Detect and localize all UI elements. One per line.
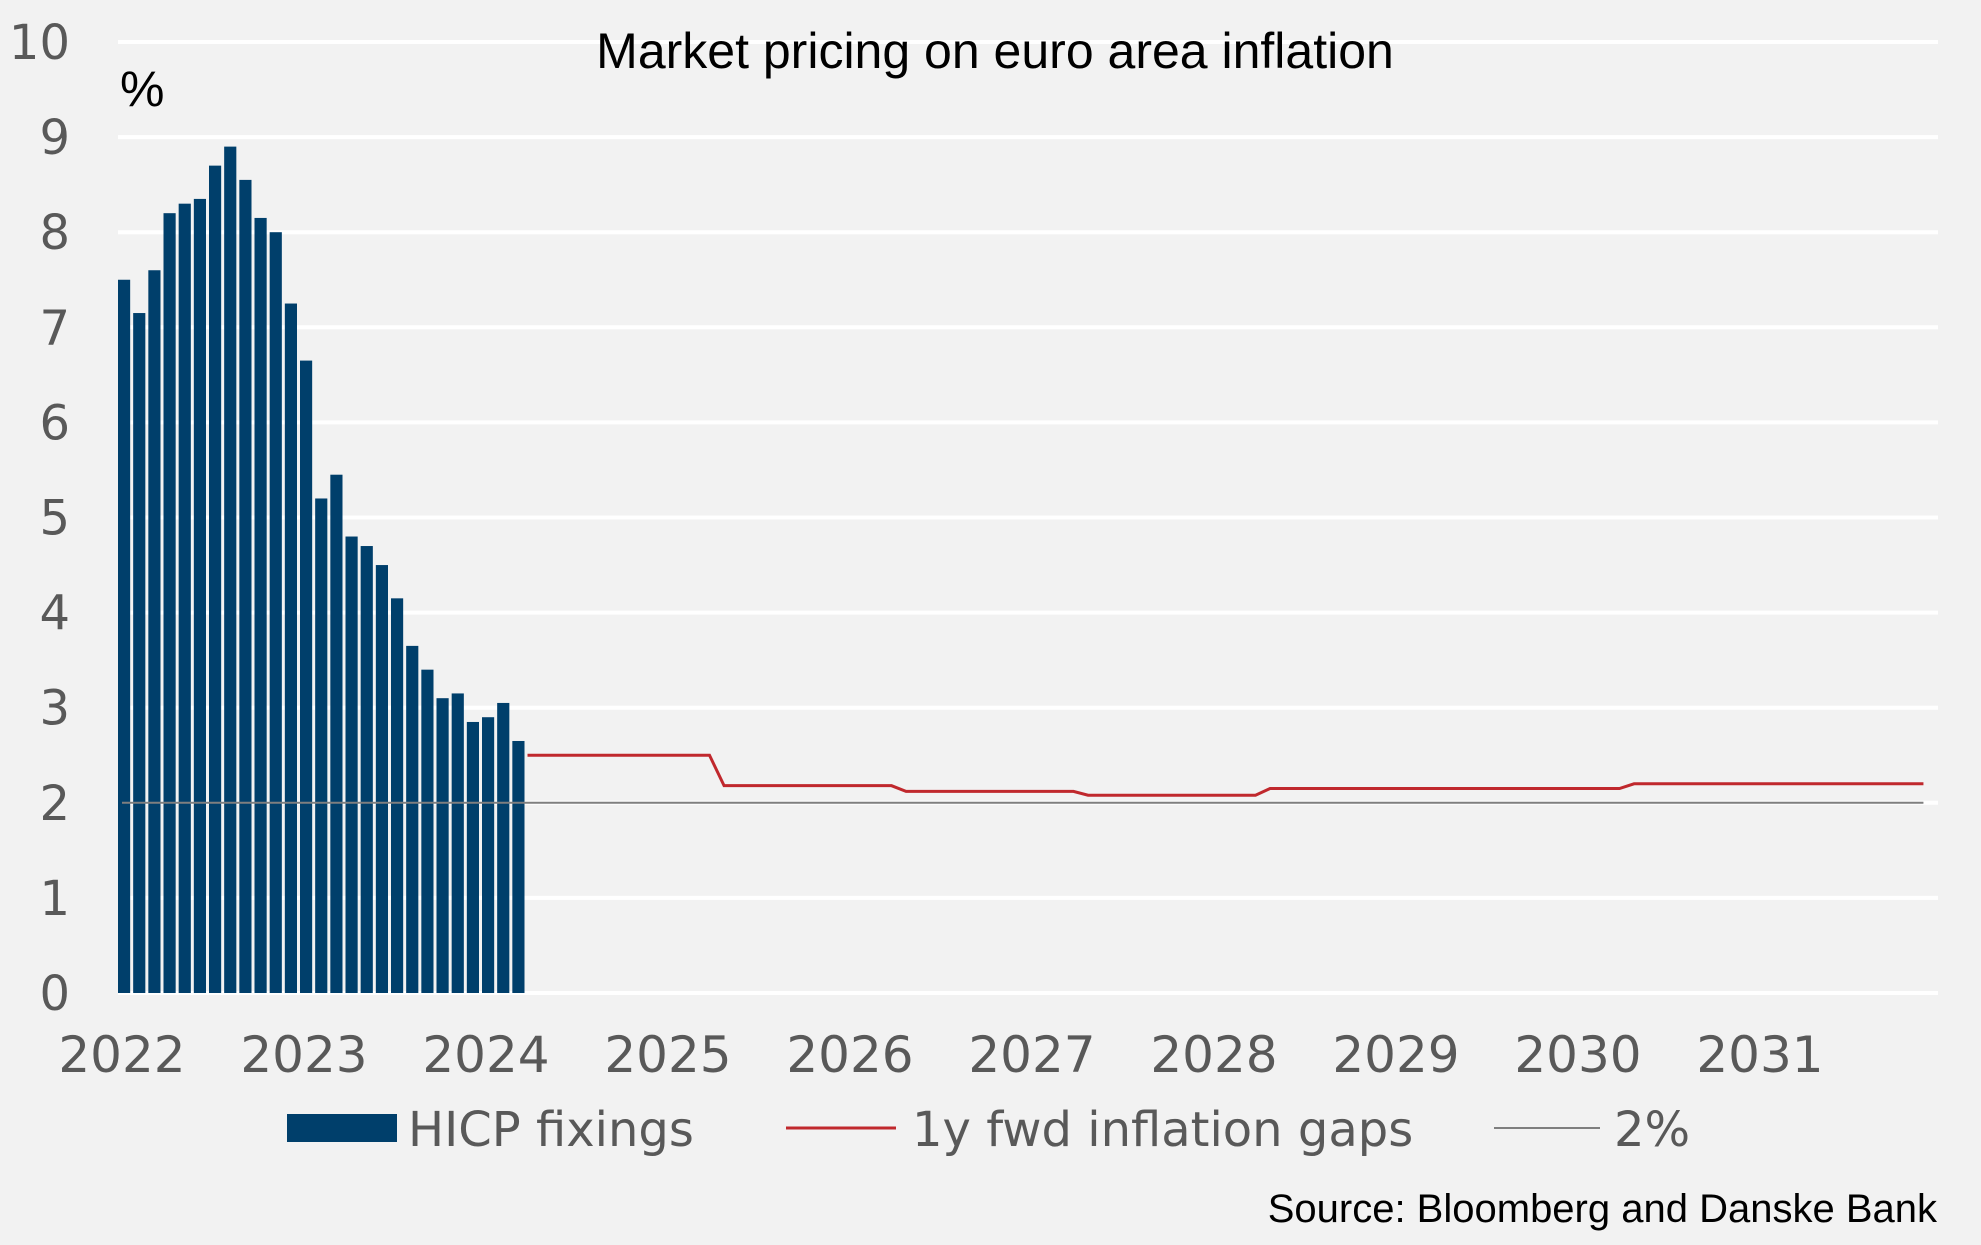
hicp-bar: [360, 546, 373, 993]
y-tick-label: 8: [39, 205, 70, 261]
hicp-bar: [148, 270, 161, 993]
hicp-bar: [421, 669, 434, 993]
hicp-bar: [118, 279, 131, 993]
hicp-bar: [512, 740, 525, 993]
y-tick-label: 4: [39, 586, 70, 642]
x-tick-label: 2025: [604, 1026, 731, 1084]
x-tick-label: 2023: [240, 1026, 367, 1084]
y-tick-label: 9: [39, 110, 70, 166]
hicp-bar: [239, 179, 252, 993]
hicp-bars: [118, 146, 525, 994]
hicp-bar: [284, 303, 297, 993]
hicp-bar: [269, 232, 282, 993]
hicp-bar: [406, 645, 419, 993]
x-tick-label: 2028: [1150, 1026, 1277, 1084]
hicp-bar: [436, 698, 449, 993]
source-note: Source: Bloomberg and Danske Bank: [1268, 1187, 1938, 1231]
y-tick-label: 6: [39, 395, 70, 451]
hicp-bar: [209, 165, 222, 993]
hicp-bar: [133, 313, 146, 993]
x-tick-label: 2030: [1514, 1026, 1641, 1084]
x-tick-label: 2027: [968, 1026, 1095, 1084]
hicp-bar: [482, 717, 495, 993]
hicp-bar: [193, 198, 206, 994]
hicp-bar: [497, 702, 510, 993]
legend-label-hicp: HICP fixings: [408, 1102, 694, 1158]
x-tick-label: 2029: [1332, 1026, 1459, 1084]
chart-title: Market pricing on euro area inflation: [596, 23, 1394, 79]
hicp-bar: [254, 217, 267, 993]
x-tick-label: 2026: [786, 1026, 913, 1084]
y-tick-label: 2: [39, 776, 70, 832]
y-axis-unit: %: [120, 61, 164, 117]
hicp-bar: [345, 536, 358, 993]
y-tick-label: 10: [9, 15, 70, 71]
legend-label-2pct: 2%: [1614, 1102, 1690, 1158]
hicp-bar: [315, 498, 328, 993]
x-tick-label: 2024: [422, 1026, 549, 1084]
y-tick-label: 7: [39, 300, 70, 356]
y-tick-label: 0: [39, 966, 70, 1022]
hicp-bar: [391, 598, 404, 993]
hicp-bar: [451, 693, 464, 993]
y-tick-label: 3: [39, 681, 70, 737]
hicp-bar: [375, 565, 388, 993]
legend: HICP fixings 1y fwd inflation gaps 2%: [287, 1102, 1690, 1158]
hicp-bar: [224, 146, 237, 994]
hicp-bar: [300, 360, 313, 994]
x-axis-ticks: 2022 2023 2024 2025 2026 2027 2028 2029 2030 2031: [58, 1026, 1823, 1084]
fwd-inflation-line: [527, 753, 1924, 797]
lines: [122, 753, 1924, 804]
x-tick-label: 2022: [58, 1026, 185, 1084]
legend-label-fwd: 1y fwd inflation gaps: [912, 1102, 1413, 1158]
y-axis-ticks: 0 1 2 3 4 5 6 7 8 9 10: [9, 15, 70, 1022]
hicp-bar: [330, 474, 343, 994]
y-tick-label: 5: [39, 491, 70, 547]
y-tick-label: 1: [39, 871, 70, 927]
x-tick-label: 2031: [1696, 1026, 1823, 1084]
hicp-bar: [178, 203, 191, 994]
hicp-bar: [466, 721, 479, 993]
hicp-bar: [163, 213, 176, 993]
legend-swatch-hicp: [287, 1114, 397, 1142]
